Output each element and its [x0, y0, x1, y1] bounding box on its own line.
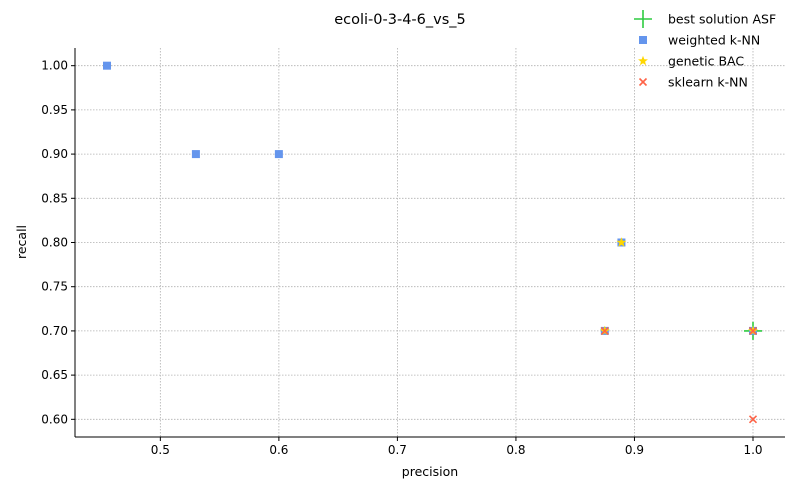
- legend-label: weighted k-NN: [668, 33, 760, 48]
- legend-item-weighted-k-nn: weighted k-NN: [639, 33, 760, 48]
- legend-item-sklearn-k-nn: sklearn k-NN: [638, 75, 748, 90]
- legend-marker: [639, 36, 647, 44]
- legend-label: best solution ASF: [668, 12, 776, 27]
- x-tick-label: 0.5: [151, 443, 170, 457]
- sklearn-k-nn-point: [748, 326, 758, 335]
- y-tick-label: 0.95: [41, 103, 68, 117]
- legend-marker-stroke: [638, 77, 648, 87]
- x-tick-label: 1.0: [743, 443, 762, 457]
- legend-item-genetic-bac: genetic BAC: [638, 54, 744, 69]
- weighted-k-nn-point: [103, 61, 112, 70]
- sklearn-k-nn-point-stroke: [600, 326, 609, 335]
- sklearn-k-nn-point: [600, 326, 609, 335]
- x-ticks: 0.5 0.6 0.7 0.8 0.9 1.0: [151, 437, 763, 457]
- x-tick-label: 0.6: [269, 443, 288, 457]
- legend-label: sklearn k-NN: [668, 75, 748, 90]
- weighted-k-nn-point: [191, 150, 200, 159]
- x-tick-label: 0.7: [388, 443, 407, 457]
- legend-marker: [634, 10, 652, 28]
- legend-marker: [638, 55, 648, 66]
- y-tick-label: 0.70: [41, 324, 68, 338]
- weighted-k-nn-point: [274, 150, 283, 159]
- y-tick-label: 0.60: [41, 412, 68, 426]
- series-sklearn-k-nn: [600, 326, 758, 424]
- legend-marker: [638, 77, 648, 87]
- series-genetic-bac: [599, 237, 758, 336]
- x-axis-title: precision: [402, 464, 458, 479]
- y-axis-title: recall: [14, 225, 29, 259]
- y-ticks: 0.60 0.65 0.70 0.75 0.80 0.85 0.90 0.95 1.00: [41, 59, 75, 426]
- y-tick-label: 0.90: [41, 147, 68, 161]
- data-points: [103, 61, 762, 424]
- x-tick-label: 0.8: [506, 443, 525, 457]
- sklearn-k-nn-point-stroke: [748, 415, 758, 424]
- chart-title: ecoli-0-3-4-6_vs_5: [334, 12, 466, 28]
- legend-label: genetic BAC: [668, 54, 744, 69]
- genetic-bac-point: [616, 237, 627, 247]
- legend-item-best-solution-asf: best solution ASF: [634, 10, 776, 28]
- x-tick-label: 0.9: [625, 443, 644, 457]
- y-tick-label: 0.65: [41, 368, 68, 382]
- y-tick-label: 0.75: [41, 280, 68, 294]
- y-tick-label: 0.80: [41, 236, 68, 250]
- y-tick-label: 1.00: [41, 59, 68, 73]
- sklearn-k-nn-point: [748, 415, 758, 424]
- y-tick-label: 0.85: [41, 191, 68, 205]
- sklearn-k-nn-point-stroke: [748, 326, 758, 335]
- legend: best solution ASF weighted k-NN genetic BA…: [634, 10, 776, 90]
- grid: [75, 48, 785, 437]
